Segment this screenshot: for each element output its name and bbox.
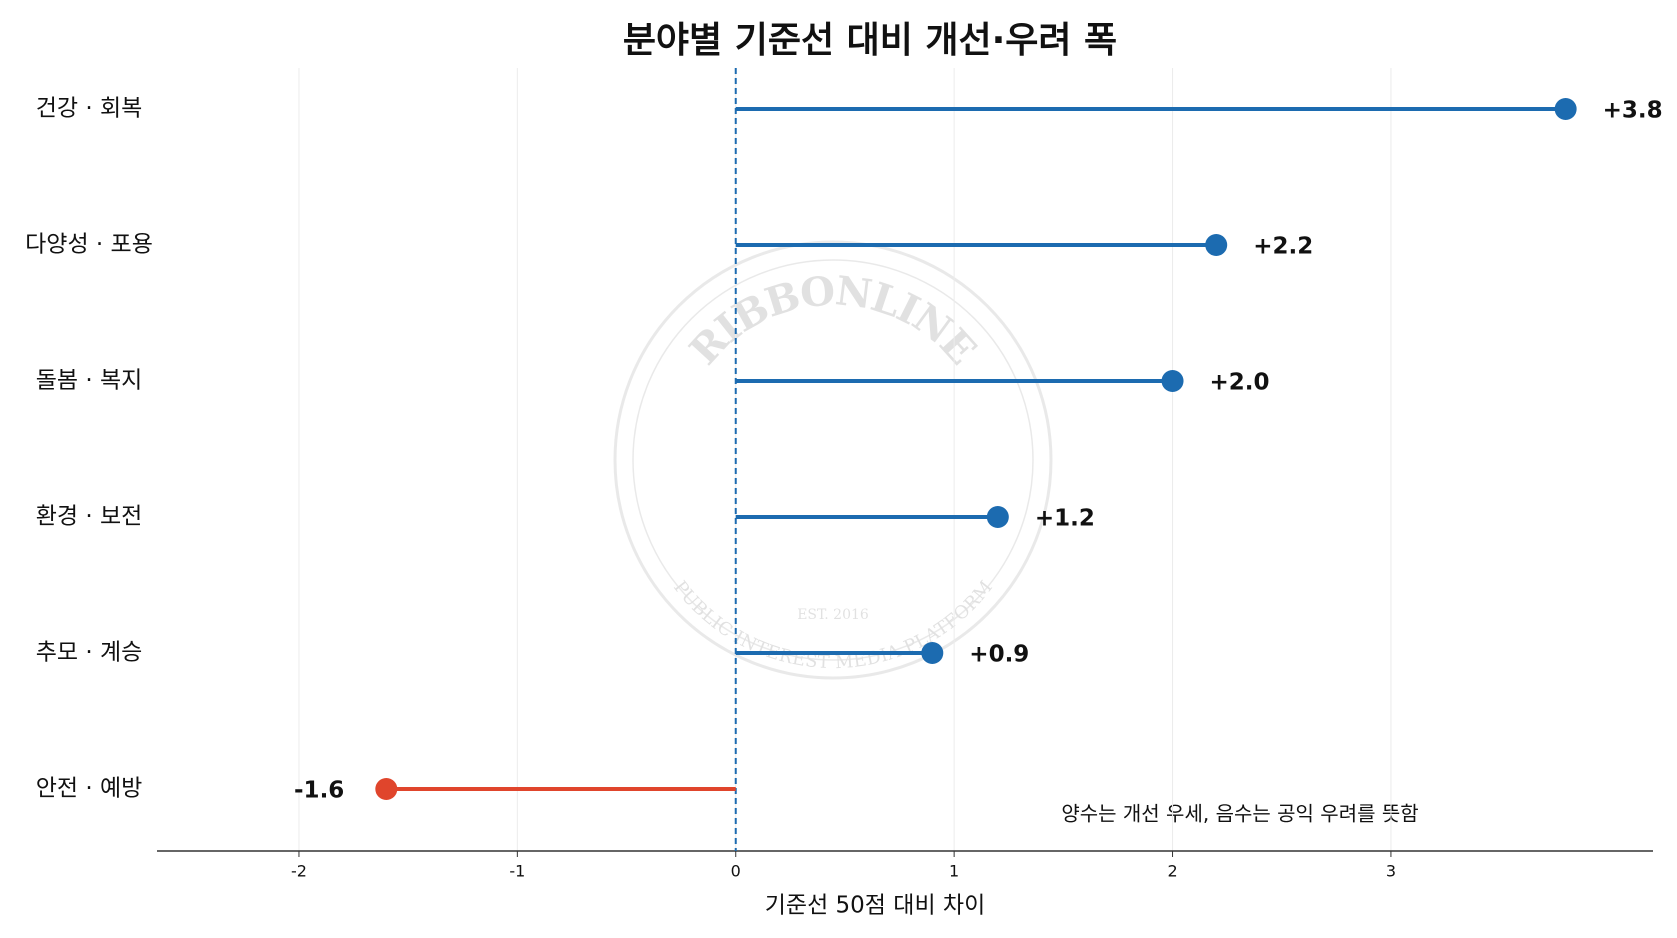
dot xyxy=(986,506,1009,528)
y-tick-label: 안전 · 예방 xyxy=(36,776,143,802)
annotation: 양수는 개선 우세, 음수는 공익 우려를 뜻함 xyxy=(1061,802,1418,826)
watermark: RIBBONLINE PUBLIC INTEREST MEDIA PLATFOR… xyxy=(613,240,1053,680)
y-tick-label: 추모 · 계승 xyxy=(36,640,143,666)
watermark-subtitle-path: PUBLIC INTEREST MEDIA PLATFORM xyxy=(669,577,997,673)
watermark-est: EST. 2016 xyxy=(797,607,869,623)
dot xyxy=(921,642,944,664)
value-label: -1.6 xyxy=(294,778,344,804)
value-label: +2.0 xyxy=(1210,370,1270,396)
x-axis-label: 기준선 50점 대비 차이 xyxy=(765,893,985,919)
watermark-ring xyxy=(632,259,1034,661)
chart-title: 분야별 기준선 대비 개선·우려 폭 xyxy=(623,20,1117,61)
value-label: +1.2 xyxy=(1035,506,1095,532)
x-tick-label: 2 xyxy=(1167,862,1177,881)
watermark-title-path: RIBBONLINE xyxy=(681,267,986,374)
y-tick-label: 돌봄 · 복지 xyxy=(36,368,143,394)
y-tick-label: 환경 · 보전 xyxy=(36,504,143,530)
dot xyxy=(375,778,398,800)
dot xyxy=(1554,98,1577,120)
watermark-ring xyxy=(613,240,1053,680)
x-tick-label: -2 xyxy=(291,862,307,881)
value-label: +0.9 xyxy=(969,642,1029,668)
value-label: +3.8 xyxy=(1603,98,1663,124)
value-label: +2.2 xyxy=(1253,234,1313,260)
x-tick-label: 0 xyxy=(731,862,741,881)
x-tick-label: 3 xyxy=(1386,862,1396,881)
dot xyxy=(1161,370,1184,392)
x-tick-label: 1 xyxy=(949,862,959,881)
x-tick-label: -1 xyxy=(509,862,525,881)
watermark-subtitle: PUBLIC INTEREST MEDIA PLATFORM xyxy=(669,577,997,673)
watermark-title: RIBBONLINE xyxy=(681,267,986,374)
y-tick-label: 다양성 · 포용 xyxy=(25,232,153,258)
y-tick-label: 건강 · 회복 xyxy=(36,96,143,122)
dot xyxy=(1205,234,1228,256)
